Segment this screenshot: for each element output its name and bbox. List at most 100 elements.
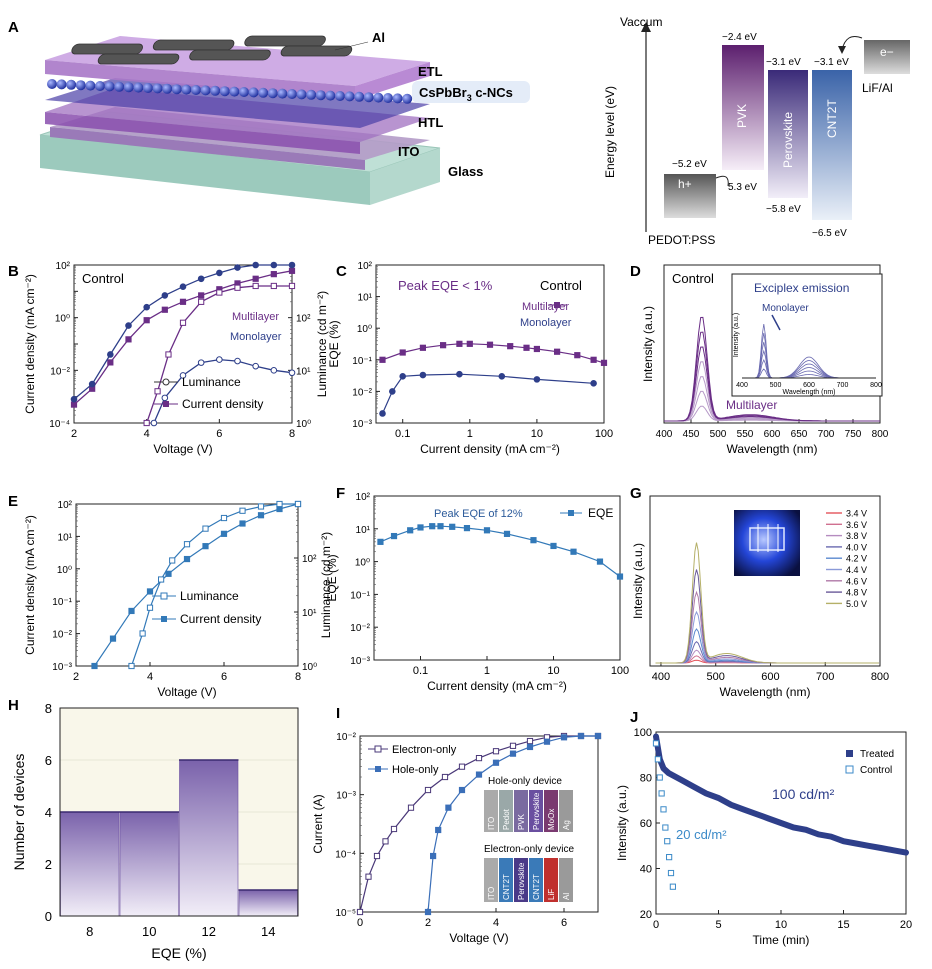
chart-annotation: Peak EQE < 1% (398, 278, 493, 293)
y-tick-label: 10¹ (58, 532, 73, 543)
plot-frame (373, 495, 621, 661)
nanocrystal-bead (75, 80, 86, 91)
marker-monolayer (379, 410, 386, 417)
cnt2t-level (812, 70, 852, 220)
x-tick-label: 10 (775, 919, 787, 931)
x-tick-label: 6 (221, 671, 227, 683)
marker-luminance (288, 282, 296, 290)
y2-tick-label: 10¹ (302, 608, 317, 619)
marker-hole-only (543, 738, 551, 745)
inset-frame (731, 273, 883, 397)
nanocrystal-bead (306, 89, 317, 100)
marker-monolayer (498, 373, 506, 380)
x-tick-label: 750 (845, 429, 862, 440)
hole-arrow-label: 5.3 eV (728, 182, 757, 193)
marker-luminance (161, 394, 169, 402)
plot-frame (649, 495, 881, 667)
legend-hole-only: Hole-only (392, 764, 439, 776)
marker-luminance (154, 388, 161, 395)
stack-layer (529, 790, 543, 832)
marker-hole-only (509, 750, 517, 757)
marker-luminance (288, 369, 296, 377)
marker-multilayer (399, 349, 406, 356)
inset-electron-title: Electron-only device (484, 844, 574, 855)
y-tick-label: 10⁰ (355, 558, 370, 569)
marker-multilayer (590, 356, 597, 363)
nanocrystal-bead (95, 81, 105, 91)
marker-luminance (252, 282, 259, 290)
annotation-treated: 100 cd/m² (772, 786, 835, 802)
marker-control (662, 824, 669, 831)
x-tick-label: 6 (561, 917, 567, 929)
x-tick-label: 8 (295, 671, 301, 683)
legend-marker (162, 378, 170, 386)
nanocrystal-bead (296, 89, 307, 100)
chart-e: E 10⁻³ 10⁻² 10⁻¹ 10⁰ 10¹ 10² 10⁰ 10¹ 10² 2 4 6 8 Volta… (8, 493, 333, 699)
y-tick-label: 10⁻² (336, 732, 356, 743)
x-axis-label: Wavelength (nm) (720, 685, 811, 699)
stack-layer (514, 790, 528, 832)
legend-voltage: 3.6 V (846, 520, 867, 530)
y-tick-label: 10⁻³ (350, 656, 370, 667)
marker-luminance (179, 372, 187, 379)
pvk-label: PVK (735, 104, 749, 128)
y2-axis-label: Luminance (cd m⁻²) (315, 291, 329, 397)
y2-tick-label: 10¹ (296, 366, 311, 377)
plot-frame (75, 503, 299, 667)
marker-electron-only (458, 763, 466, 770)
layer-ito-label: ITO (398, 144, 419, 159)
layer-glass-label: Glass (448, 164, 483, 179)
legend-marker (375, 766, 381, 772)
legend-monolayer: Monolayer (520, 317, 572, 329)
marker-luminance (239, 507, 246, 514)
marker-luminance (179, 319, 187, 326)
x-axis-label: Wavelength (nm) (727, 442, 818, 456)
x-axis-label: Time (min) (753, 933, 810, 947)
inset-y-label: Intensity (a.u.) (733, 313, 740, 357)
y-tick-label: 10⁻⁴ (335, 849, 356, 860)
marker-electron-only (356, 908, 364, 916)
layer-ncs-label: CsPbBr3 c-NCs (419, 85, 513, 103)
legend-marker (845, 765, 854, 774)
marker-luminance (197, 359, 205, 366)
marker-control (654, 756, 661, 763)
layer-htl-label: HTL (418, 115, 443, 130)
marker-luminance (270, 367, 278, 374)
marker-luminance (276, 500, 283, 508)
marker-luminance (143, 419, 150, 427)
x-tick-label: 600 (764, 429, 781, 440)
x-tick-label: 0 (357, 917, 363, 929)
stack-layer (499, 790, 513, 832)
marker-luminance (139, 630, 146, 637)
marker-current (70, 401, 78, 408)
legend-luminance: Luminance (180, 589, 239, 603)
annotation-multilayer: Multilayer (232, 311, 279, 323)
stack-layer (544, 858, 558, 902)
y-tick-label: 2 (45, 857, 52, 872)
marker-electron-only (373, 852, 381, 860)
y-tick-label: 10² (356, 492, 371, 503)
nanocrystal-bead (315, 90, 326, 101)
chart-d: D 400 450 500 550 600 650 700 750 800 Wavelength (… (630, 263, 889, 456)
x-axis-label: Current density (mA cm⁻²) (420, 442, 560, 456)
marker-multilayer (439, 342, 447, 349)
marker-hole-only (435, 826, 442, 834)
marker-eqe (390, 532, 398, 540)
marker-multilayer (466, 340, 473, 347)
marker-electron-only (424, 786, 432, 794)
nanocrystal-bead (133, 82, 144, 93)
x-tick-label: 10 (142, 924, 156, 939)
y-tick-label: 10⁻³ (336, 791, 356, 802)
marker-hole-only (424, 908, 432, 916)
marker-control (656, 774, 663, 781)
x-tick-label: 100 (595, 428, 613, 440)
series-eqe (380, 525, 621, 578)
nanocrystal-bead (392, 93, 403, 104)
marker-multilayer (600, 359, 608, 366)
marker-luminance (234, 357, 241, 365)
nanocrystal-bead (85, 80, 96, 91)
x-tick-label: 6 (216, 428, 222, 440)
marker-hole-only (577, 732, 585, 740)
nanocrystal-bead (56, 79, 67, 90)
